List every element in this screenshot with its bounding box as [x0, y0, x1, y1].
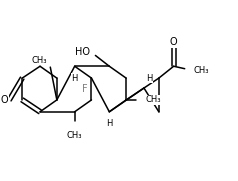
Text: O: O [1, 95, 8, 105]
Text: H: H [146, 74, 152, 83]
Text: H: H [106, 119, 113, 128]
Text: HO: HO [74, 47, 89, 57]
Text: CH₃: CH₃ [193, 66, 209, 75]
Text: CH₃: CH₃ [31, 56, 47, 65]
Text: H: H [71, 74, 78, 83]
Text: CH₃: CH₃ [146, 95, 161, 104]
Text: O: O [170, 37, 178, 47]
Text: CH₃: CH₃ [67, 131, 82, 140]
Text: F: F [82, 84, 87, 94]
